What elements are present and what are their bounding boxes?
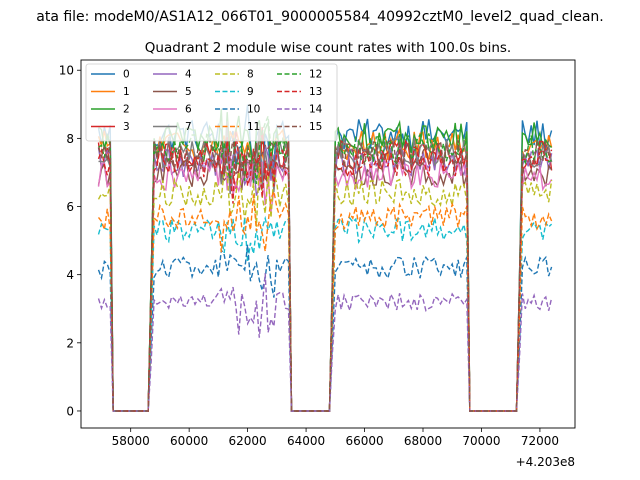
series-line-1	[97, 126, 553, 412]
legend-label-13: 13	[309, 86, 322, 98]
series-line-10	[97, 244, 553, 412]
series-line-9	[97, 215, 553, 412]
y-tick-label: 4	[66, 268, 74, 282]
series-line-13	[97, 131, 553, 412]
y-tick-label: 10	[59, 64, 74, 78]
legend-label-9: 9	[247, 86, 254, 98]
legend-frame	[85, 63, 338, 142]
legend-label-5: 5	[185, 86, 192, 98]
x-tick-label: 70000	[462, 434, 500, 448]
x-axis-offset-label: +4.203e8	[516, 455, 575, 469]
x-tick-label: 64000	[287, 434, 325, 448]
series-line-3	[97, 126, 553, 412]
chart-title: Quadrant 2 module wise count rates with …	[145, 40, 511, 56]
legend-label-12: 12	[309, 69, 322, 81]
x-tick-label: 58000	[112, 434, 150, 448]
legend-label-10: 10	[247, 104, 260, 116]
legend-label-8: 8	[247, 69, 254, 81]
legend-label-4: 4	[185, 69, 192, 81]
series-layer	[97, 104, 553, 412]
x-tick-label: 68000	[404, 434, 442, 448]
legend-label-11: 11	[247, 121, 260, 133]
x-tick-label: 62000	[229, 434, 267, 448]
legend-label-1: 1	[123, 86, 130, 98]
legend-label-2: 2	[123, 104, 130, 116]
series-line-15	[97, 137, 552, 412]
legend-label-14: 14	[309, 104, 323, 116]
chart-suptitle: ata file: modeM0/AS1A12_066T01_900000558…	[36, 9, 604, 25]
x-tick-label: 72000	[521, 434, 559, 448]
y-axis: 0 2 4 6 8 10	[59, 64, 81, 418]
legend-label-7: 7	[185, 121, 192, 133]
y-tick-label: 6	[66, 200, 74, 214]
legend-label-3: 3	[123, 121, 130, 133]
y-tick-label: 8	[66, 132, 74, 146]
x-axis: 58000 60000 62000 64000 66000 68000 70000 72000	[112, 428, 559, 448]
series-line-6	[97, 143, 553, 412]
plot-area-frame	[80, 59, 576, 429]
legend-label-0: 0	[123, 69, 130, 81]
y-tick-label: 2	[66, 336, 74, 350]
y-tick-label: 0	[66, 404, 74, 418]
series-line-7	[98, 121, 553, 412]
x-tick-label: 60000	[170, 434, 208, 448]
legend-label-15: 15	[309, 121, 322, 133]
series-line-0	[97, 104, 553, 412]
series-line-11	[97, 189, 553, 412]
x-tick-label: 66000	[345, 434, 383, 448]
series-line-14	[97, 273, 553, 412]
series-line-8	[97, 163, 553, 412]
legend-label-6: 6	[185, 104, 192, 116]
